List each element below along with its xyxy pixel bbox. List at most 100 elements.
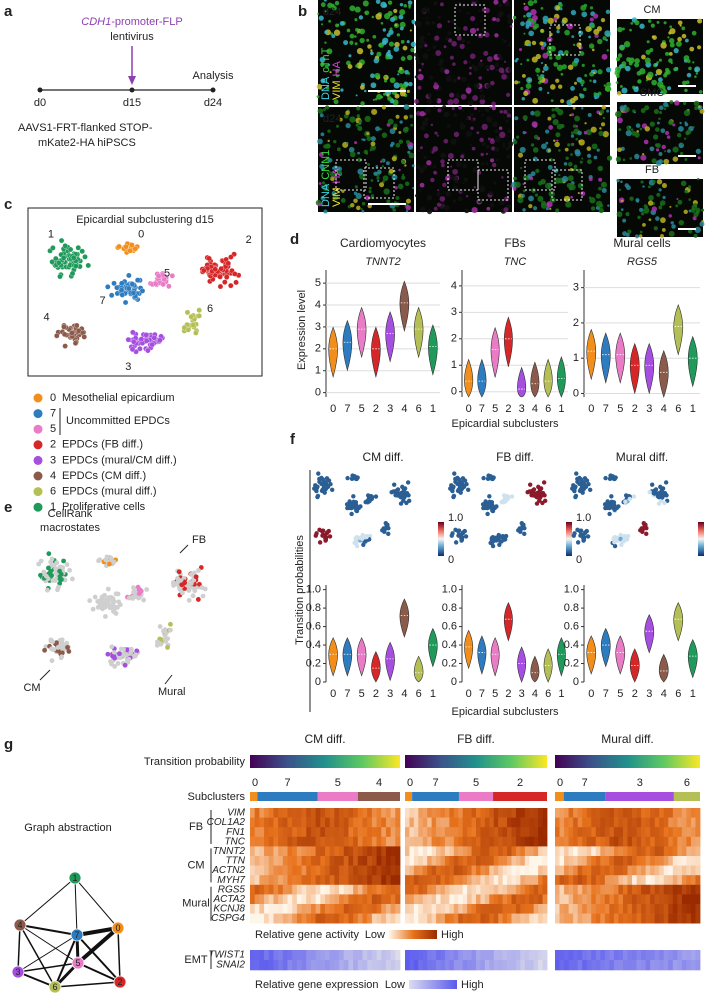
heat-cell — [376, 894, 382, 905]
heat-cell — [259, 894, 265, 905]
cell — [576, 76, 583, 83]
heat-cell — [650, 856, 656, 866]
cell — [697, 18, 703, 24]
cell — [535, 168, 540, 173]
violin — [385, 311, 395, 363]
chart-title: Mural diff. — [616, 450, 668, 464]
heat-cell — [296, 836, 302, 847]
heat-cell — [436, 884, 441, 895]
heat-cell — [268, 808, 274, 818]
cell — [556, 25, 561, 30]
cell-dot — [233, 279, 239, 286]
heat-cell — [436, 817, 441, 828]
heat-cell — [511, 884, 517, 895]
heat-cell — [493, 836, 499, 847]
chart-subtitle: TNC — [504, 256, 527, 268]
heat-cell — [385, 808, 392, 818]
heat-cell — [476, 894, 481, 905]
cell — [588, 196, 592, 199]
cell — [649, 146, 655, 152]
heat-cell — [301, 913, 307, 924]
cell — [598, 207, 604, 214]
annotation: FB — [192, 534, 206, 546]
heat-cell — [390, 904, 396, 914]
cell — [346, 142, 349, 145]
cell — [514, 181, 521, 188]
cell-dot — [206, 255, 212, 262]
heat-cell — [542, 846, 548, 857]
heat-cell — [524, 856, 530, 866]
cell-dot — [108, 292, 115, 299]
heat-cell — [555, 904, 560, 914]
subcluster-bar — [250, 792, 258, 801]
heat-cell — [586, 913, 592, 924]
cell — [536, 74, 539, 77]
subcluster-label: 5 — [335, 777, 341, 789]
emt-cell — [493, 950, 499, 961]
heat-cell — [325, 875, 331, 886]
emt-cell — [458, 960, 464, 971]
cell — [540, 46, 545, 50]
cell — [501, 74, 507, 80]
cell — [588, 35, 592, 39]
heat-cell — [254, 904, 260, 914]
heat-cell — [577, 856, 583, 866]
cell — [411, 164, 415, 168]
emt-cell — [600, 950, 606, 961]
cell — [433, 82, 438, 86]
gene-label: TNC — [224, 836, 245, 847]
heat-cell — [395, 865, 401, 876]
cell — [470, 126, 474, 130]
heat-cell — [627, 913, 633, 924]
micrograph-texture — [614, 17, 703, 96]
chart-title: FBs — [504, 236, 525, 250]
heat-cell — [409, 856, 415, 866]
heat-cell — [436, 846, 441, 857]
emt-cell — [413, 960, 419, 971]
emt-cell — [677, 950, 683, 961]
cell-dot — [500, 534, 505, 540]
heat-cell — [390, 808, 396, 818]
violin — [658, 349, 669, 398]
violin — [342, 637, 353, 677]
heat-cell — [529, 865, 535, 876]
cell-dot — [168, 627, 173, 633]
cell — [650, 23, 655, 28]
cell — [411, 19, 416, 24]
cell-dot — [119, 292, 126, 298]
emt-cell — [405, 960, 410, 971]
legend-low: Low — [365, 929, 385, 941]
cell-dot — [519, 521, 524, 526]
cell — [331, 34, 336, 39]
heat-cell — [609, 913, 615, 924]
cell-dot — [386, 531, 391, 537]
y-tick-label: 0.6 — [306, 620, 321, 632]
heat-cell — [524, 894, 530, 905]
heat-cell — [427, 865, 433, 876]
heat-cell — [493, 808, 499, 818]
cell-dot — [402, 495, 407, 500]
cell — [365, 195, 371, 201]
cell-dot — [67, 567, 72, 573]
violin — [600, 627, 611, 668]
cell — [371, 15, 375, 19]
y-tick-label: 5 — [315, 277, 321, 289]
cell — [682, 80, 687, 86]
cell — [399, 21, 406, 28]
heat-cell — [650, 875, 656, 886]
cell — [509, 25, 513, 28]
y-tick-label: 0 — [315, 676, 321, 688]
heat-cell — [390, 817, 396, 828]
stain-label: DNAcTnT — [320, 47, 332, 100]
cell — [658, 188, 662, 192]
heat-cell — [591, 884, 597, 895]
cell — [498, 126, 503, 130]
cell — [517, 80, 521, 84]
cell — [553, 139, 556, 142]
cell — [462, 163, 468, 169]
heat-cell — [409, 836, 415, 847]
heat-cell — [502, 884, 508, 895]
heat-cell — [573, 884, 579, 895]
emt-cell — [586, 950, 592, 961]
